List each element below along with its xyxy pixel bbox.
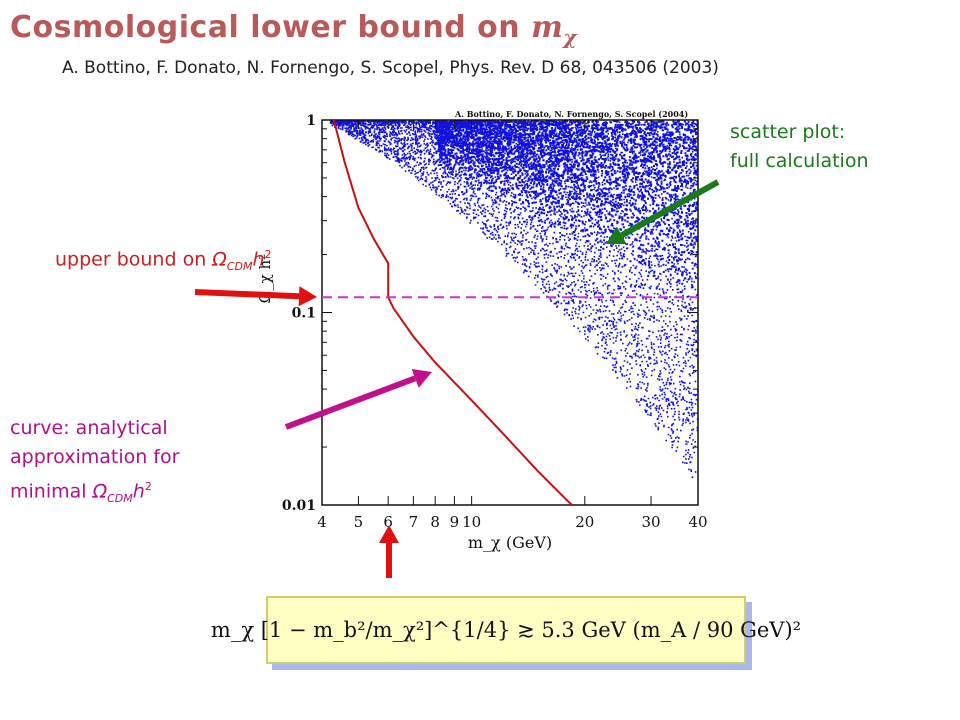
y-tick-label: 0.1 bbox=[292, 306, 316, 322]
scatter-points bbox=[329, 120, 698, 484]
x-tick-label: 30 bbox=[641, 513, 660, 531]
x-tick-label: 20 bbox=[575, 513, 594, 531]
x-axis-label: m_χ (GeV) bbox=[468, 533, 552, 552]
inner-chart-title: A. Bottino, F. Donato, N. Fornengo, S. S… bbox=[454, 109, 688, 119]
red-up-arrow-head bbox=[379, 525, 399, 543]
red-arrow-shaft bbox=[194, 289, 300, 300]
x-tick-label: 6 bbox=[383, 513, 393, 531]
title-symbol: m bbox=[531, 10, 564, 45]
x-tick-label: 4 bbox=[317, 513, 327, 531]
x-tick-label: 9 bbox=[450, 513, 460, 531]
x-tick-label: 10 bbox=[462, 513, 481, 531]
curve-annotation-sub: CDM bbox=[107, 492, 133, 506]
title-subscript: χ bbox=[563, 25, 577, 49]
x-tick-label: 7 bbox=[409, 513, 419, 531]
curve-annotation: curve: analytical approximation for mini… bbox=[10, 414, 179, 513]
curve-annotation-line1: curve: analytical bbox=[10, 417, 168, 439]
upper-bound-h: h bbox=[252, 248, 265, 271]
title-text: Cosmological lower bound on bbox=[10, 10, 532, 45]
upper-bound-text: upper bound on bbox=[55, 248, 213, 271]
y-tick-label: 1 bbox=[306, 113, 316, 129]
reference-citation: A. Bottino, F. Donato, N. Fornengo, S. S… bbox=[62, 58, 719, 78]
scatter-annotation-line1: scatter plot: bbox=[730, 121, 846, 143]
red-arrow-head bbox=[298, 286, 317, 307]
curve-annotation-h: h bbox=[132, 480, 145, 503]
x-tick-label: 40 bbox=[688, 513, 707, 531]
magenta-arrow-head bbox=[411, 368, 432, 388]
slide-title: Cosmological lower bound on mχ bbox=[10, 10, 577, 49]
curve-annotation-line2: approximation for bbox=[10, 446, 180, 468]
upper-bound-omega: Ω bbox=[212, 248, 227, 271]
curve-annotation-omega: Ω bbox=[92, 480, 108, 503]
scatter-annotation: scatter plot: full calculation bbox=[730, 118, 869, 176]
green-arrow-shaft bbox=[620, 179, 720, 238]
upper-bound-sub: CDM bbox=[226, 260, 253, 274]
curve-annotation-text: minimal bbox=[10, 480, 93, 503]
x-tick-label: 5 bbox=[354, 513, 364, 531]
green-arrow-head bbox=[606, 226, 627, 245]
x-tick-label: 8 bbox=[430, 513, 440, 531]
formula-text: m_χ [1 − m_b²/m_χ²]^{1/4} ≳ 5.3 GeV (m_A… bbox=[210, 618, 802, 642]
y-tick-label: 0.01 bbox=[282, 498, 316, 514]
scatter-annotation-line2: full calculation bbox=[730, 150, 869, 172]
curve-annotation-line3: minimal ΩCDMh2 bbox=[10, 472, 179, 513]
formula-box: m_χ [1 − m_b²/m_χ²]^{1/4} ≳ 5.3 GeV (m_A… bbox=[211, 596, 801, 664]
upper-bound-sup: 2 bbox=[264, 248, 272, 261]
curve-annotation-sup: 2 bbox=[144, 480, 152, 493]
magenta-arrow-shaft bbox=[284, 375, 417, 430]
upper-bound-annotation: upper bound on ΩCDMh2 bbox=[55, 240, 272, 281]
analytical-curve bbox=[332, 119, 573, 506]
y-axis-label: Ω_χ h² bbox=[256, 254, 274, 303]
